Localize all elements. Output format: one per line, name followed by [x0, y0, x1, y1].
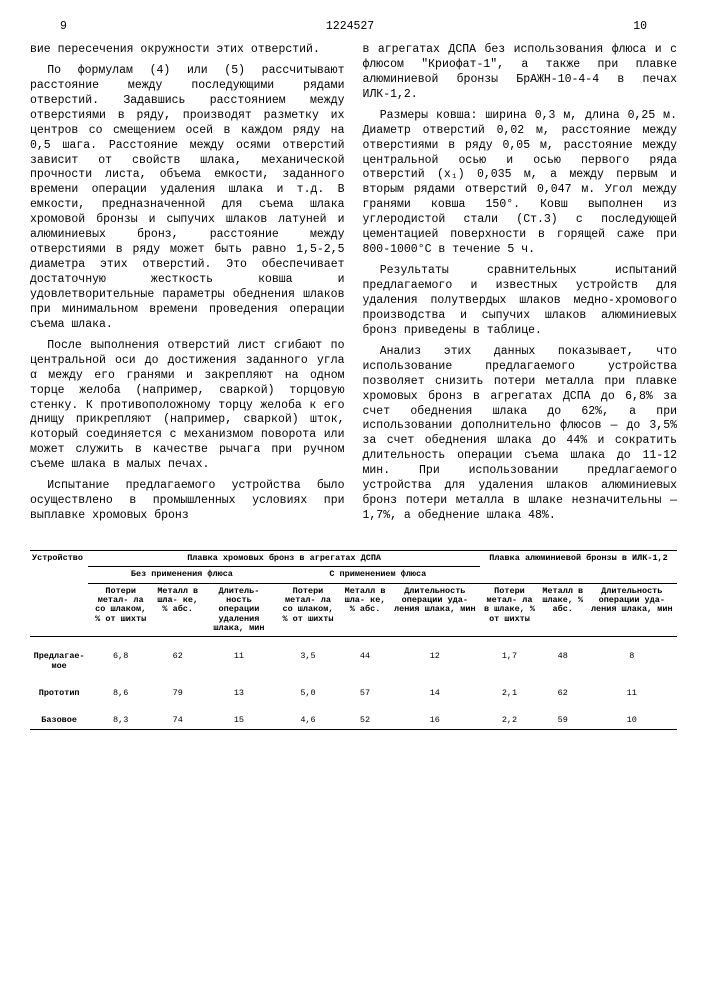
cell: 2,1	[480, 686, 539, 701]
cell: 15	[202, 713, 275, 729]
col-header: Металл в шла- ке, % абс.	[153, 583, 202, 637]
cell: 11	[202, 649, 275, 674]
page-header: 9 1224527 10	[30, 20, 677, 35]
group-chrome: Плавка хромовых бронз в агрегатах ДСПА	[88, 551, 480, 567]
para: По формулам (4) или (5) рассчитывают рас…	[30, 64, 345, 333]
row-label: Базовое	[30, 713, 88, 729]
cell: 8,6	[88, 686, 153, 701]
cell: 79	[153, 686, 202, 701]
page-num-right: 10	[633, 20, 647, 35]
col-header: Металл в шлаке, % абс.	[539, 583, 587, 637]
page-num-left: 9	[60, 20, 67, 35]
cell: 8,3	[88, 713, 153, 729]
row-label: Предлагае- мое	[30, 649, 88, 674]
cell: 14	[390, 686, 480, 701]
cell: 2,2	[480, 713, 539, 729]
cell: 12	[390, 649, 480, 674]
cell: 62	[539, 686, 587, 701]
cell: 10	[587, 713, 677, 729]
col-header: Потери метал- ла со шлаком, % от шихты	[276, 583, 341, 637]
para: Анализ этих данных показывает, что испол…	[363, 345, 678, 524]
col-header: Потери метал- ла со шлаком, % от шихты	[88, 583, 153, 637]
cell: 74	[153, 713, 202, 729]
right-column: в агрегатах ДСПА без использования флюса…	[363, 43, 678, 530]
results-table: Устройство Плавка хромовых бронз в агрег…	[30, 550, 677, 736]
para: Размеры ковша: ширина 0,3 м, длина 0,25 …	[363, 109, 678, 258]
text-columns: вие пересечения окружности этих отверсти…	[30, 43, 677, 530]
cell: 4,6	[276, 713, 341, 729]
cell: 1,7	[480, 649, 539, 674]
left-column: вие пересечения окружности этих отверсти…	[30, 43, 345, 530]
cell: 11	[587, 686, 677, 701]
cell: 16	[390, 713, 480, 729]
para: После выполнения отверстий лист сгибают …	[30, 339, 345, 473]
cell: 44	[340, 649, 389, 674]
cell: 3,5	[276, 649, 341, 674]
col-header: Металл в шла- ке, % абс.	[340, 583, 389, 637]
para: Испытание предлагаемого устройства было …	[30, 479, 345, 524]
doc-number: 1224527	[326, 20, 374, 35]
subgroup-flux: С применением флюса	[276, 567, 480, 583]
para: в агрегатах ДСПА без использования флюса…	[363, 43, 678, 103]
cell: 52	[340, 713, 389, 729]
col-header: Длитель- ность операции удаления шлака, …	[202, 583, 275, 637]
cell: 59	[539, 713, 587, 729]
col-device: Устройство	[30, 551, 88, 637]
cell: 57	[340, 686, 389, 701]
cell: 5,0	[276, 686, 341, 701]
cell: 6,8	[88, 649, 153, 674]
col-header: Длительность операции уда- ления шлака, …	[587, 583, 677, 637]
cell: 48	[539, 649, 587, 674]
cell: 62	[153, 649, 202, 674]
table-row: Предлагае- мое6,862113,544121,7488	[30, 649, 677, 674]
col-header: Потери метал- ла в шлаке, % от шихты	[480, 583, 539, 637]
para: Результаты сравнительных испытаний предл…	[363, 264, 678, 339]
cell: 8	[587, 649, 677, 674]
col-header: Длительность операции уда- ления шлака, …	[390, 583, 480, 637]
table-row: Базовое8,374154,652162,25910	[30, 713, 677, 729]
subgroup-noflux: Без применения флюса	[88, 567, 275, 583]
group-al: Плавка алюминиевой бронзы в ИЛК-1,2	[480, 551, 677, 584]
para: вие пересечения окружности этих отверсти…	[30, 43, 345, 58]
row-label: Прототип	[30, 686, 88, 701]
cell: 13	[202, 686, 275, 701]
table-row: Прототип8,679135,057142,16211	[30, 686, 677, 701]
